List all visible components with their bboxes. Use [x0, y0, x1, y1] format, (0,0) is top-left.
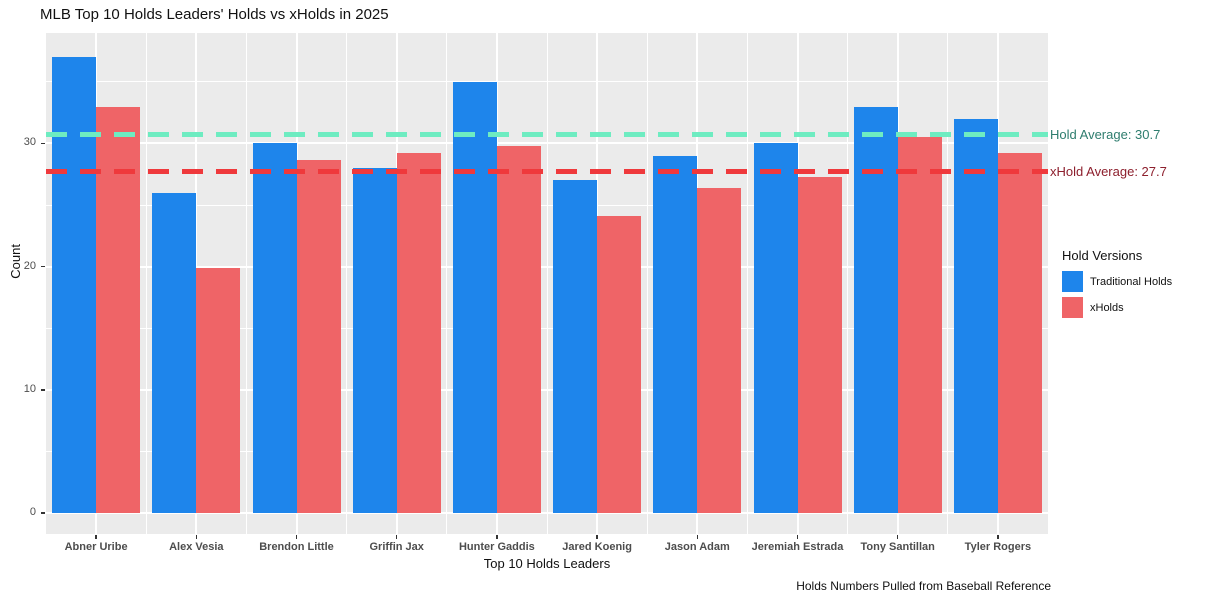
gridline-minor — [346, 33, 348, 534]
y-tick-mark — [41, 512, 45, 514]
legend-entry-traditional-holds: Traditional Holds — [1062, 271, 1172, 292]
legend-title: Hold Versions — [1062, 248, 1143, 263]
plot-panel — [46, 33, 1048, 534]
x-tick-mark — [395, 535, 398, 539]
bar-traditional-holds — [853, 106, 898, 513]
gridline-minor — [947, 33, 949, 534]
chart-caption: Holds Numbers Pulled from Baseball Refer… — [796, 579, 1051, 593]
x-tick-mark — [696, 535, 699, 539]
hold-average-label: Hold Average: 30.7 — [1050, 126, 1161, 142]
x-tick-label: Tony Santillan — [860, 541, 935, 553]
gridline-minor — [546, 33, 548, 534]
y-tick-label: 30 — [23, 136, 36, 149]
bar-xholds — [997, 153, 1042, 513]
bar-xholds — [396, 153, 441, 513]
traditional-holds-swatch-icon — [1062, 271, 1083, 292]
x-tick-mark — [896, 535, 899, 539]
y-tick-label: 10 — [23, 382, 36, 395]
bar-xholds — [196, 267, 241, 513]
gridline-minor — [446, 33, 448, 534]
x-tick-label: Abner Uribe — [64, 541, 128, 553]
x-tick-label: Jared Koenig — [562, 541, 632, 553]
y-tick-mark — [41, 265, 45, 268]
x-tick-mark — [596, 535, 598, 539]
xhold-average-line — [46, 169, 1048, 175]
bar-xholds — [597, 216, 642, 513]
x-axis-title: Top 10 Holds Leaders — [483, 556, 611, 571]
gridline-minor — [847, 33, 849, 534]
legend-entry-xholds: xHolds — [1062, 297, 1172, 318]
y-tick-mark — [41, 389, 45, 391]
x-tick-label: Jeremiah Estrada — [751, 541, 844, 553]
bar-traditional-holds — [252, 143, 297, 513]
x-tick-label: Jason Adam — [664, 541, 730, 553]
x-tick-label: Griffin Jax — [369, 541, 424, 553]
x-tick-mark — [295, 535, 298, 539]
x-tick-mark — [997, 535, 999, 539]
y-tick-mark — [41, 142, 45, 145]
bar-traditional-holds — [753, 143, 798, 513]
bar-xholds — [697, 187, 742, 513]
bar-traditional-holds — [452, 81, 497, 513]
xholds-swatch-icon — [1062, 297, 1083, 318]
bar-xholds — [496, 145, 541, 513]
bar-traditional-holds — [953, 118, 998, 513]
x-tick-label: Brendon Little — [259, 541, 334, 553]
bar-traditional-holds — [352, 168, 397, 513]
bar-xholds — [96, 106, 141, 513]
xhold-average-label: xHold Average: 27.7 — [1050, 163, 1167, 179]
gridline-minor — [746, 33, 748, 534]
gridline-minor — [245, 33, 247, 534]
gridline-minor — [646, 33, 648, 534]
y-axis-title: Count — [8, 244, 23, 279]
y-tick-label: 0 — [29, 506, 36, 518]
x-tick-label: Hunter Gaddis — [458, 541, 535, 553]
bar-xholds — [797, 176, 842, 513]
bar-traditional-holds — [152, 192, 197, 513]
legend-label: xHolds — [1090, 301, 1124, 314]
bar-traditional-holds — [553, 180, 598, 513]
x-tick-mark — [796, 535, 799, 539]
bar-traditional-holds — [52, 57, 97, 513]
hold-average-line — [46, 132, 1048, 138]
legend-label: Traditional Holds — [1090, 275, 1173, 288]
x-tick-mark — [195, 535, 198, 539]
x-tick-mark — [496, 535, 498, 539]
x-tick-label: Alex Vesia — [169, 541, 224, 553]
bar-traditional-holds — [653, 155, 698, 513]
bar-xholds — [296, 159, 341, 513]
gridline-minor — [145, 33, 147, 534]
x-tick-mark — [95, 535, 97, 539]
x-tick-label: Tyler Rogers — [964, 541, 1032, 553]
bar-xholds — [897, 137, 942, 513]
y-tick-label: 20 — [23, 259, 36, 272]
chart-title: MLB Top 10 Holds Leaders' Holds vs xHold… — [40, 6, 389, 23]
legend: Hold Versions Traditional Holds xHolds — [1062, 248, 1172, 323]
